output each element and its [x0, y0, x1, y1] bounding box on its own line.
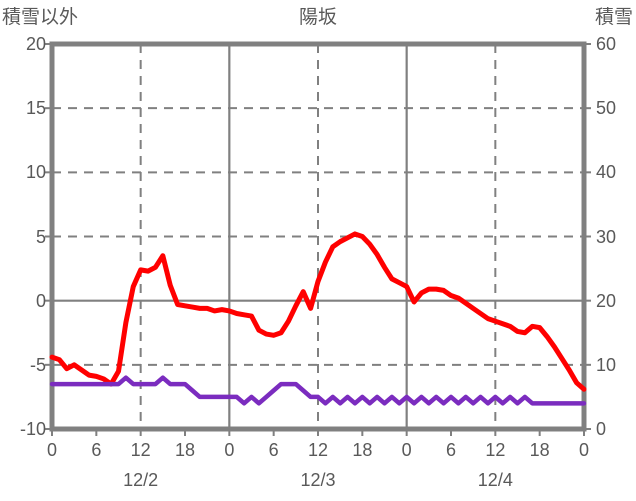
x-tick-label: 0 [46, 440, 57, 460]
x-tick-label: 6 [445, 440, 456, 460]
data-series [49, 231, 587, 406]
x-tick-label: 0 [401, 440, 412, 460]
axis-frame [45, 41, 591, 436]
gridlines [52, 44, 584, 429]
x-tick-label: 0 [578, 440, 589, 460]
y-tick-label-right: 10 [596, 354, 617, 375]
y-tick-label-right: 60 [596, 34, 617, 54]
y-tick-label-left: -10 [19, 419, 46, 439]
y-tick-label-right: 30 [596, 226, 617, 247]
y-tick-label-right: 20 [596, 290, 617, 311]
x-tick-label: 12 [130, 440, 151, 460]
y-tick-label-left: 20 [25, 34, 46, 54]
y-tick-label-left: -5 [29, 354, 46, 375]
x-tick-label: 6 [268, 440, 279, 460]
series-line-temperature [49, 231, 587, 392]
right-axis-title: 積雪 [594, 7, 633, 28]
y-tick-label-left: 0 [35, 290, 46, 311]
x-axis-day-label: 12/4 [477, 470, 513, 490]
x-axis-day-label: 12/3 [300, 470, 336, 490]
y-tick-label-left: 15 [25, 98, 46, 119]
x-tick-label: 6 [91, 440, 102, 460]
y-tick-label-left: 5 [35, 226, 46, 247]
x-axis-day-label: 12/2 [123, 470, 159, 490]
x-tick-label: 12 [307, 440, 329, 460]
series-line-snow-depth [49, 375, 587, 406]
x-tick-label: 18 [529, 440, 550, 460]
x-tick-label: 18 [174, 440, 196, 460]
x-tick-label: 12 [485, 440, 506, 460]
y-tick-label-left: 10 [25, 162, 46, 183]
page-title: 陽坂 [298, 7, 337, 28]
y-tick-label-right: 0 [596, 419, 607, 439]
x-tick-label: 18 [352, 440, 373, 460]
x-tick-label: 0 [224, 440, 235, 460]
left-axis-title: 積雪以外 [2, 7, 79, 28]
y-tick-label-right: 50 [596, 98, 617, 119]
y-tick-label-right: 40 [596, 162, 617, 183]
